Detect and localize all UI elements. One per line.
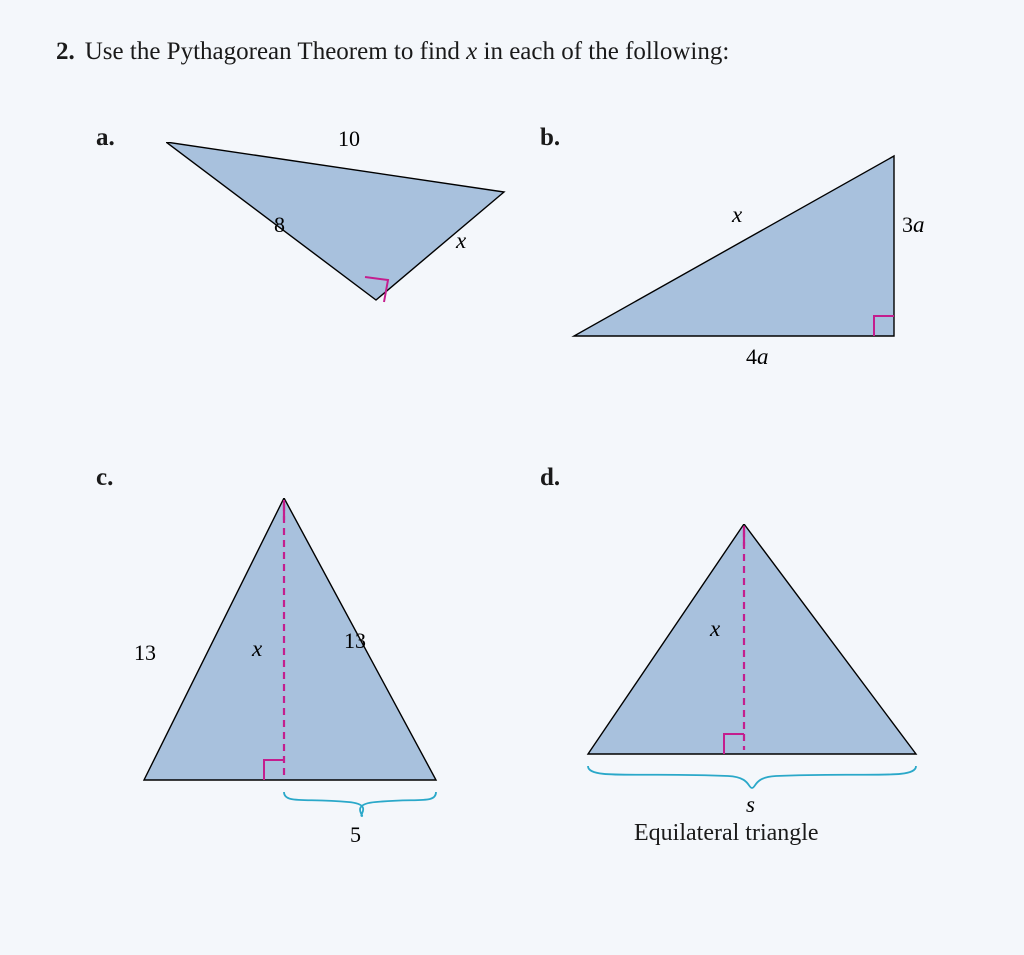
brace-icon [588,766,916,788]
triangle-d-shape [588,524,916,754]
part-b: b. x 3a 4a [540,124,974,384]
label-c-alt: x [252,636,262,662]
triangle-c-shape [144,498,436,780]
part-b-label: b. [540,124,560,152]
part-a: a. 10 8 x [96,124,530,384]
label-b-horiz: 4a [746,344,769,370]
label-d-alt: x [710,616,720,642]
label-b-vert: 3a [902,212,925,238]
part-c-label: c. [96,464,113,492]
question-body: Use the Pythagorean Theorem to find x in… [85,38,730,66]
question-text: 2. Use the Pythagorean Theorem to find x… [56,38,974,66]
label-a-leg1: 8 [274,212,285,238]
part-d: d. x s Equilateral triangle [540,464,974,864]
triangle-c: 13 13 x 5 [136,498,476,833]
part-c: c. 13 13 x 5 [96,464,530,864]
caption-d: Equilateral triangle [634,820,819,847]
triangle-b-shape [574,156,894,336]
label-c-halfbase: 5 [350,822,361,848]
label-a-leg2: x [456,228,466,254]
triangle-a: 10 8 x [166,142,526,347]
triangle-d: x s Equilateral triangle [578,524,938,829]
label-b-hyp: x [732,202,742,228]
part-a-label: a. [96,124,115,152]
question-number: 2. [56,38,75,66]
label-c-right: 13 [344,628,366,654]
brace-icon [284,792,436,816]
label-c-left: 13 [134,640,156,666]
triangle-b: x 3a 4a [564,146,944,361]
part-d-label: d. [540,464,560,492]
triangle-a-shape [166,142,504,300]
label-a-hyp: 10 [338,126,360,152]
label-d-base: s [746,792,755,818]
